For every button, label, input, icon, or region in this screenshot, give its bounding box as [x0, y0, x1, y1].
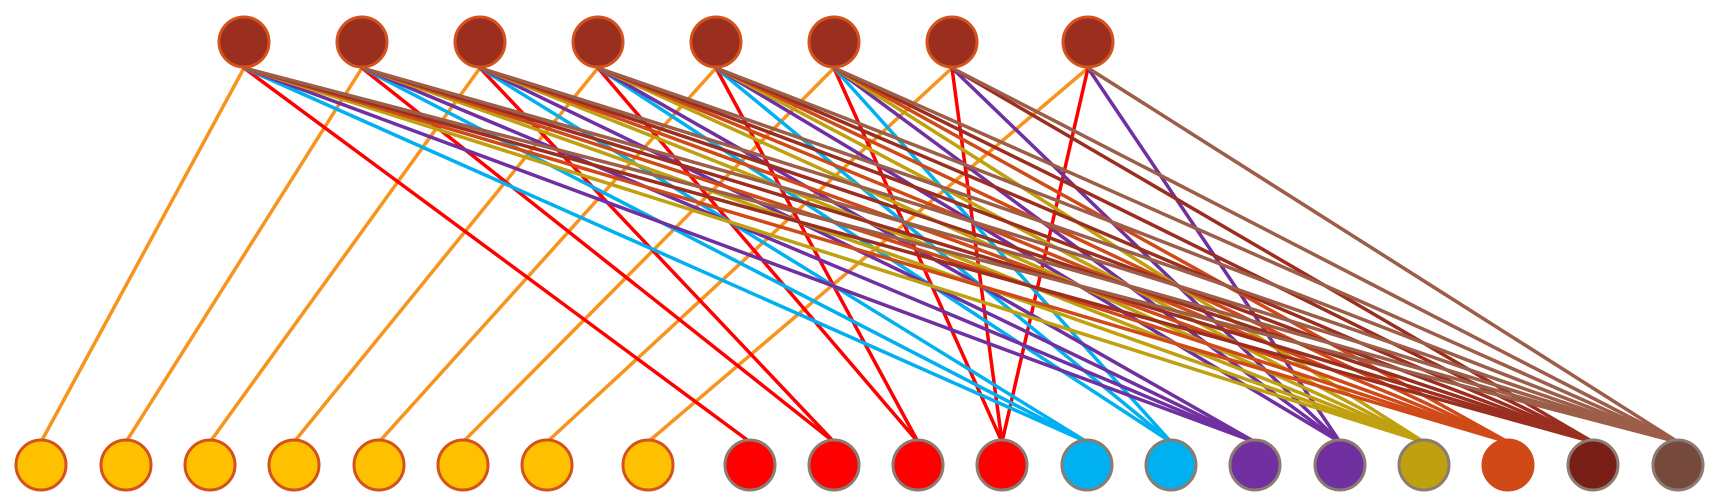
bottom-node-b8	[621, 438, 675, 492]
edge-t2-b18	[360, 66, 1510, 444]
top-node-t8	[1061, 15, 1115, 69]
edge-t1-b9	[242, 66, 752, 444]
edge-t8-b20	[1086, 66, 1680, 444]
edge-t4-b20	[596, 66, 1680, 444]
edge-t5-b14	[714, 66, 1173, 444]
bottom-node-b16	[1313, 438, 1367, 492]
bottom-node-b17	[1397, 438, 1451, 492]
edge-t4-b17	[596, 66, 1426, 444]
bottom-node-b14	[1144, 438, 1198, 492]
edge-t7-b16	[950, 66, 1342, 444]
top-node-t5	[689, 15, 743, 69]
bottom-node-b12	[975, 438, 1029, 492]
bottom-node-b5	[352, 438, 406, 492]
edge-t1-b17	[242, 66, 1426, 444]
edge-t5-b18	[714, 66, 1510, 444]
bottom-node-b19	[1566, 438, 1620, 492]
edge-t2-b20	[360, 66, 1680, 444]
edge-t6-b6	[461, 66, 836, 444]
bottom-node-row	[14, 438, 1705, 492]
edge-t4-b4	[292, 66, 600, 444]
edge-t1-b15	[242, 66, 1257, 444]
edge-t6-b20	[832, 66, 1680, 444]
edge-t6-b17	[832, 66, 1426, 444]
bottom-node-b15	[1228, 438, 1282, 492]
bottom-node-b7	[520, 438, 574, 492]
edge-t5-b17	[714, 66, 1426, 444]
edge-t3-b20	[478, 66, 1680, 444]
edge-t2-b19	[360, 66, 1595, 444]
edge-t1-b18	[242, 66, 1510, 444]
bottom-node-b6	[436, 438, 490, 492]
edge-t6-b19	[832, 66, 1595, 444]
edge-t5-b20	[714, 66, 1680, 444]
edge-t5-b5	[377, 66, 718, 444]
top-node-row	[217, 15, 1115, 69]
edge-t4-b18	[596, 66, 1510, 444]
top-node-t2	[335, 15, 389, 69]
edge-t6-b14	[832, 66, 1173, 444]
bottom-node-b3	[183, 438, 237, 492]
edge-t6-b18	[832, 66, 1510, 444]
top-node-t4	[571, 15, 625, 69]
edge-t2-b15	[360, 66, 1257, 444]
edge-t1-b19	[242, 66, 1595, 444]
edge-t1-b1	[39, 66, 246, 444]
bottom-node-b1	[14, 438, 68, 492]
bottom-node-b20	[1651, 438, 1705, 492]
edge-t3-b19	[478, 66, 1595, 444]
edge-t5-b16	[714, 66, 1342, 444]
top-node-t6	[807, 15, 861, 69]
edge-t3-b17	[478, 66, 1426, 444]
edge-t3-b18	[478, 66, 1510, 444]
bottom-node-b2	[99, 438, 153, 492]
bottom-node-b11	[891, 438, 945, 492]
edge-t6-b16	[832, 66, 1342, 444]
edge-layer	[39, 66, 1680, 444]
bottom-node-b13	[1060, 438, 1114, 492]
edge-t3-b15	[478, 66, 1257, 444]
edge-t4-b14	[596, 66, 1173, 444]
bottom-node-b10	[807, 438, 861, 492]
edge-t2-b17	[360, 66, 1426, 444]
bottom-node-b18	[1481, 438, 1535, 492]
edge-t7-b19	[950, 66, 1595, 444]
top-node-t7	[925, 15, 979, 69]
edge-t4-b19	[596, 66, 1595, 444]
edge-t1-b20	[242, 66, 1680, 444]
top-node-t1	[217, 15, 271, 69]
edge-t2-b2	[124, 66, 364, 444]
top-node-t3	[453, 15, 507, 69]
edge-t7-b20	[950, 66, 1680, 444]
edge-t4-b15	[596, 66, 1257, 444]
edge-t1-b13	[242, 66, 1089, 444]
edge-t5-b19	[714, 66, 1595, 444]
bottom-node-b9	[723, 438, 777, 492]
bottom-node-b4	[267, 438, 321, 492]
